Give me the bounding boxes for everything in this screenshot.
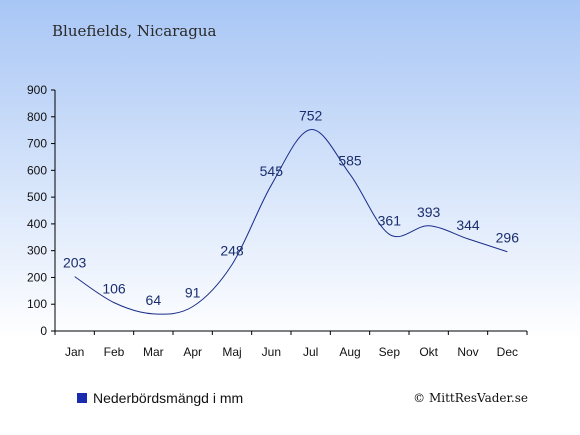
data-label: 344 — [456, 217, 480, 233]
x-tick-label: Maj — [222, 345, 241, 359]
x-tick-label: Okt — [419, 345, 438, 359]
x-tick-label: Feb — [104, 345, 125, 359]
x-tick-label: Dec — [497, 345, 518, 359]
data-label: 752 — [299, 108, 323, 124]
x-tick-label: Jan — [65, 345, 84, 359]
y-tick-label: 200 — [27, 270, 47, 284]
y-tick-label: 400 — [27, 217, 47, 231]
x-tick-label: Mar — [143, 345, 164, 359]
y-tick-label: 600 — [27, 163, 47, 177]
data-label: 296 — [496, 230, 520, 246]
legend-label: Nederbördsmängd i mm — [93, 390, 243, 406]
data-label: 545 — [260, 163, 284, 179]
data-label: 203 — [63, 255, 87, 271]
x-tick-label: Jul — [303, 345, 318, 359]
x-tick-label: Jun — [262, 345, 281, 359]
x-tick-label: Sep — [379, 345, 401, 359]
data-label: 361 — [378, 212, 402, 228]
data-label: 248 — [220, 243, 244, 259]
y-tick-label: 900 — [27, 83, 47, 97]
series-line-group — [74, 129, 508, 315]
y-tick-label: 100 — [27, 297, 47, 311]
data-labels: 203 106 64 91 248 545 752 585 361 393 344 296 — [63, 108, 519, 308]
data-label: 585 — [338, 152, 362, 168]
data-label: 91 — [185, 285, 201, 301]
x-tick-label: Nov — [457, 345, 478, 359]
chart-title: Bluefields, Nicaragua — [52, 22, 217, 40]
y-tick-label: 500 — [27, 190, 47, 204]
series-line — [74, 129, 508, 315]
axes: 0 100 200 300 400 500 600 700 800 900 Jan Feb Mar Apr… — [27, 83, 528, 359]
y-tick-label: 700 — [27, 137, 47, 151]
data-label: 64 — [146, 292, 162, 308]
x-tick-label: Aug — [339, 345, 360, 359]
x-tick-label: Apr — [183, 345, 202, 359]
legend-marker-icon — [77, 393, 87, 403]
y-tick-label: 0 — [40, 324, 47, 338]
y-tick-label: 300 — [27, 244, 47, 258]
data-label: 106 — [102, 281, 126, 297]
y-tick-label: 800 — [27, 110, 47, 124]
credit-text: © MittResVader.se — [413, 391, 528, 405]
data-label: 393 — [417, 204, 441, 220]
